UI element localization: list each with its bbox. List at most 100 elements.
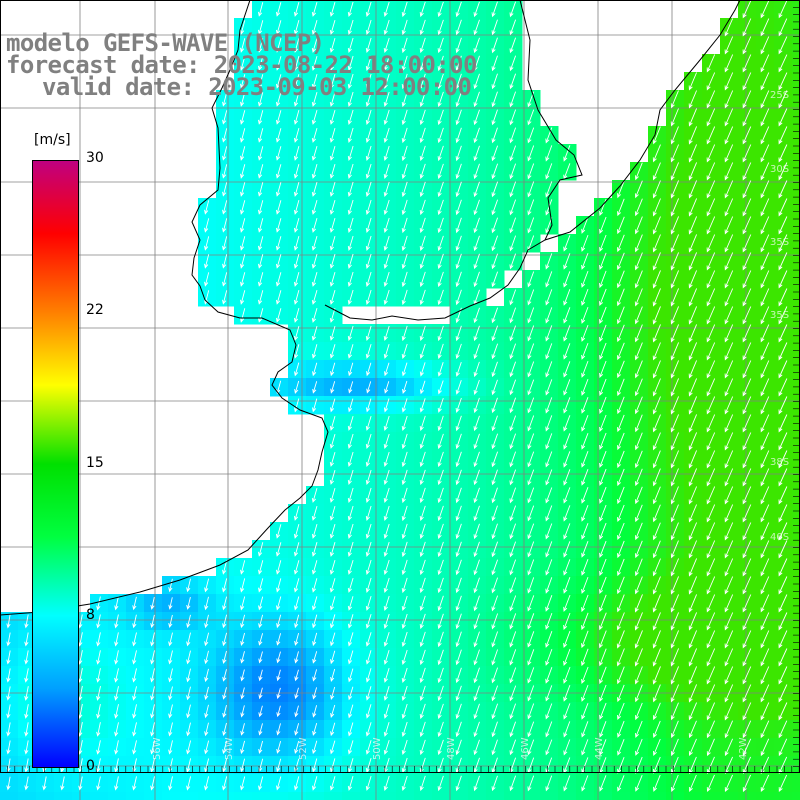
wind-arrow bbox=[581, 433, 589, 450]
wind-arrow bbox=[706, 522, 716, 541]
wind-arrow bbox=[222, 632, 228, 647]
wind-arrow bbox=[473, 91, 480, 108]
wind-arrow bbox=[186, 614, 191, 629]
wind-arrow bbox=[311, 596, 318, 611]
wind-arrow bbox=[365, 686, 372, 701]
wind-arrow bbox=[527, 667, 535, 684]
wind-arrow bbox=[706, 234, 716, 253]
wind-arrow bbox=[599, 216, 607, 234]
wind-arrow bbox=[491, 163, 499, 180]
wind-arrow bbox=[617, 432, 625, 451]
wind-speed-cell bbox=[72, 792, 91, 800]
wind-arrow bbox=[742, 108, 752, 127]
wind-arrow bbox=[706, 684, 716, 703]
wind-arrow bbox=[545, 739, 553, 756]
wind-arrow bbox=[275, 2, 282, 17]
wind-arrow bbox=[599, 378, 607, 396]
wind-arrow bbox=[419, 145, 426, 162]
wind-arrow bbox=[670, 594, 680, 613]
wind-arrow bbox=[419, 415, 426, 432]
wind-arrow bbox=[222, 128, 228, 143]
wind-arrow bbox=[724, 504, 734, 523]
wind-arrow bbox=[401, 505, 408, 522]
wind-arrow bbox=[383, 577, 390, 593]
wind-arrow bbox=[509, 451, 517, 468]
wind-arrow bbox=[545, 145, 553, 162]
wind-speed-cell bbox=[540, 792, 559, 800]
wind-arrow bbox=[240, 290, 246, 305]
wind-arrow bbox=[437, 721, 444, 738]
wind-speed-cell bbox=[792, 90, 800, 109]
wind-arrow bbox=[437, 37, 444, 54]
wind-arrow bbox=[778, 198, 788, 217]
wind-arrow bbox=[724, 414, 734, 433]
wind-arrow bbox=[545, 127, 553, 144]
wind-arrow bbox=[617, 504, 625, 522]
wind-arrow bbox=[545, 721, 553, 738]
wind-arrow bbox=[311, 37, 318, 53]
wind-arrow bbox=[455, 145, 462, 162]
wind-arrow bbox=[509, 739, 517, 756]
wind-arrow bbox=[509, 379, 517, 396]
wind-arrow bbox=[204, 272, 210, 287]
wind-arrow bbox=[419, 343, 426, 359]
wind-arrow bbox=[437, 595, 444, 612]
wind-arrow bbox=[778, 396, 788, 415]
wind-arrow bbox=[706, 90, 716, 109]
wind-arrow bbox=[383, 199, 390, 215]
wind-arrow bbox=[473, 577, 480, 594]
wind-arrow bbox=[563, 379, 571, 396]
wind-arrow bbox=[688, 720, 697, 739]
wind-arrow bbox=[778, 756, 788, 775]
wind-arrow bbox=[258, 687, 263, 700]
wind-arrow bbox=[742, 594, 752, 613]
wind-arrow bbox=[276, 705, 281, 718]
wind-arrow bbox=[706, 756, 715, 775]
wind-arrow bbox=[132, 776, 137, 791]
wind-arrow bbox=[670, 648, 680, 667]
wind-arrow bbox=[527, 433, 535, 450]
wind-arrow bbox=[778, 72, 788, 91]
wind-arrow bbox=[688, 738, 697, 757]
wind-arrow bbox=[760, 144, 770, 163]
wind-arrow bbox=[742, 36, 752, 55]
wind-arrow bbox=[563, 685, 571, 702]
wind-arrow bbox=[670, 720, 679, 739]
wind-arrow bbox=[419, 523, 426, 540]
wind-arrow bbox=[222, 200, 228, 215]
wind-arrow bbox=[240, 164, 246, 179]
wind-arrow bbox=[509, 469, 517, 486]
wind-arrow bbox=[724, 252, 734, 271]
wind-speed-cell bbox=[792, 702, 800, 721]
wind-arrow bbox=[437, 19, 444, 36]
wind-arrow bbox=[563, 469, 571, 486]
wind-arrow bbox=[329, 109, 336, 125]
wind-arrow bbox=[670, 144, 680, 163]
wind-arrow bbox=[276, 633, 282, 646]
wind-arrow bbox=[599, 252, 607, 271]
wind-arrow bbox=[778, 774, 788, 793]
wind-arrow bbox=[670, 108, 679, 127]
wind-arrow bbox=[401, 577, 408, 594]
wind-arrow bbox=[581, 306, 589, 324]
wind-arrow bbox=[706, 738, 715, 757]
wind-arrow bbox=[652, 144, 661, 163]
wind-arrow bbox=[401, 145, 408, 162]
wind-arrow bbox=[652, 180, 661, 199]
wind-arrow bbox=[365, 469, 372, 485]
wind-arrow bbox=[509, 235, 517, 252]
wind-speed-cell bbox=[792, 18, 800, 37]
wind-arrow bbox=[760, 702, 770, 721]
wind-arrow bbox=[491, 271, 499, 288]
wind-arrow bbox=[527, 505, 535, 522]
wind-arrow bbox=[96, 650, 101, 665]
wind-arrow bbox=[563, 451, 571, 468]
wind-arrow bbox=[437, 397, 444, 413]
wind-arrow bbox=[634, 180, 643, 199]
wind-arrow bbox=[6, 686, 11, 701]
wind-arrow bbox=[634, 414, 643, 433]
wind-arrow bbox=[419, 1, 426, 18]
wind-arrows bbox=[6, 0, 788, 793]
wind-arrow bbox=[670, 234, 680, 253]
wind-arrow bbox=[760, 306, 770, 325]
